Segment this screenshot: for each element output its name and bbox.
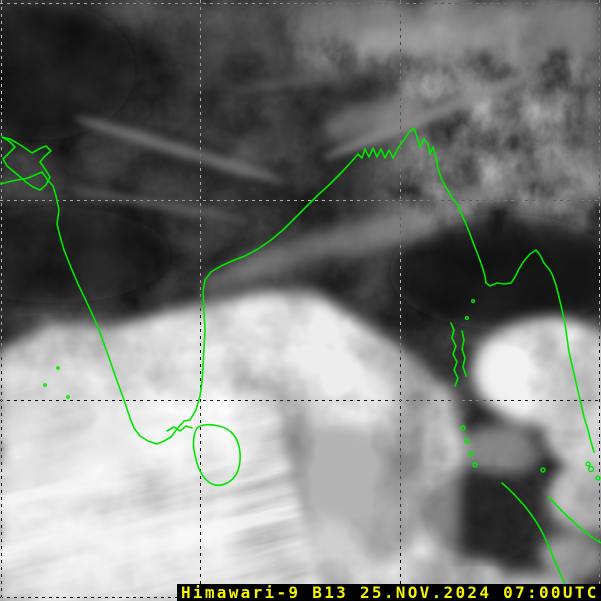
caption-text: Himawari-9 B13 25.NOV.2024 07:00UTC xyxy=(181,583,599,601)
caption-bar: Himawari-9 B13 25.NOV.2024 07:00UTC xyxy=(177,584,601,601)
coastline-overlay xyxy=(0,127,601,601)
cloud-streaks xyxy=(71,67,598,222)
cyclone-outflow xyxy=(0,336,328,601)
